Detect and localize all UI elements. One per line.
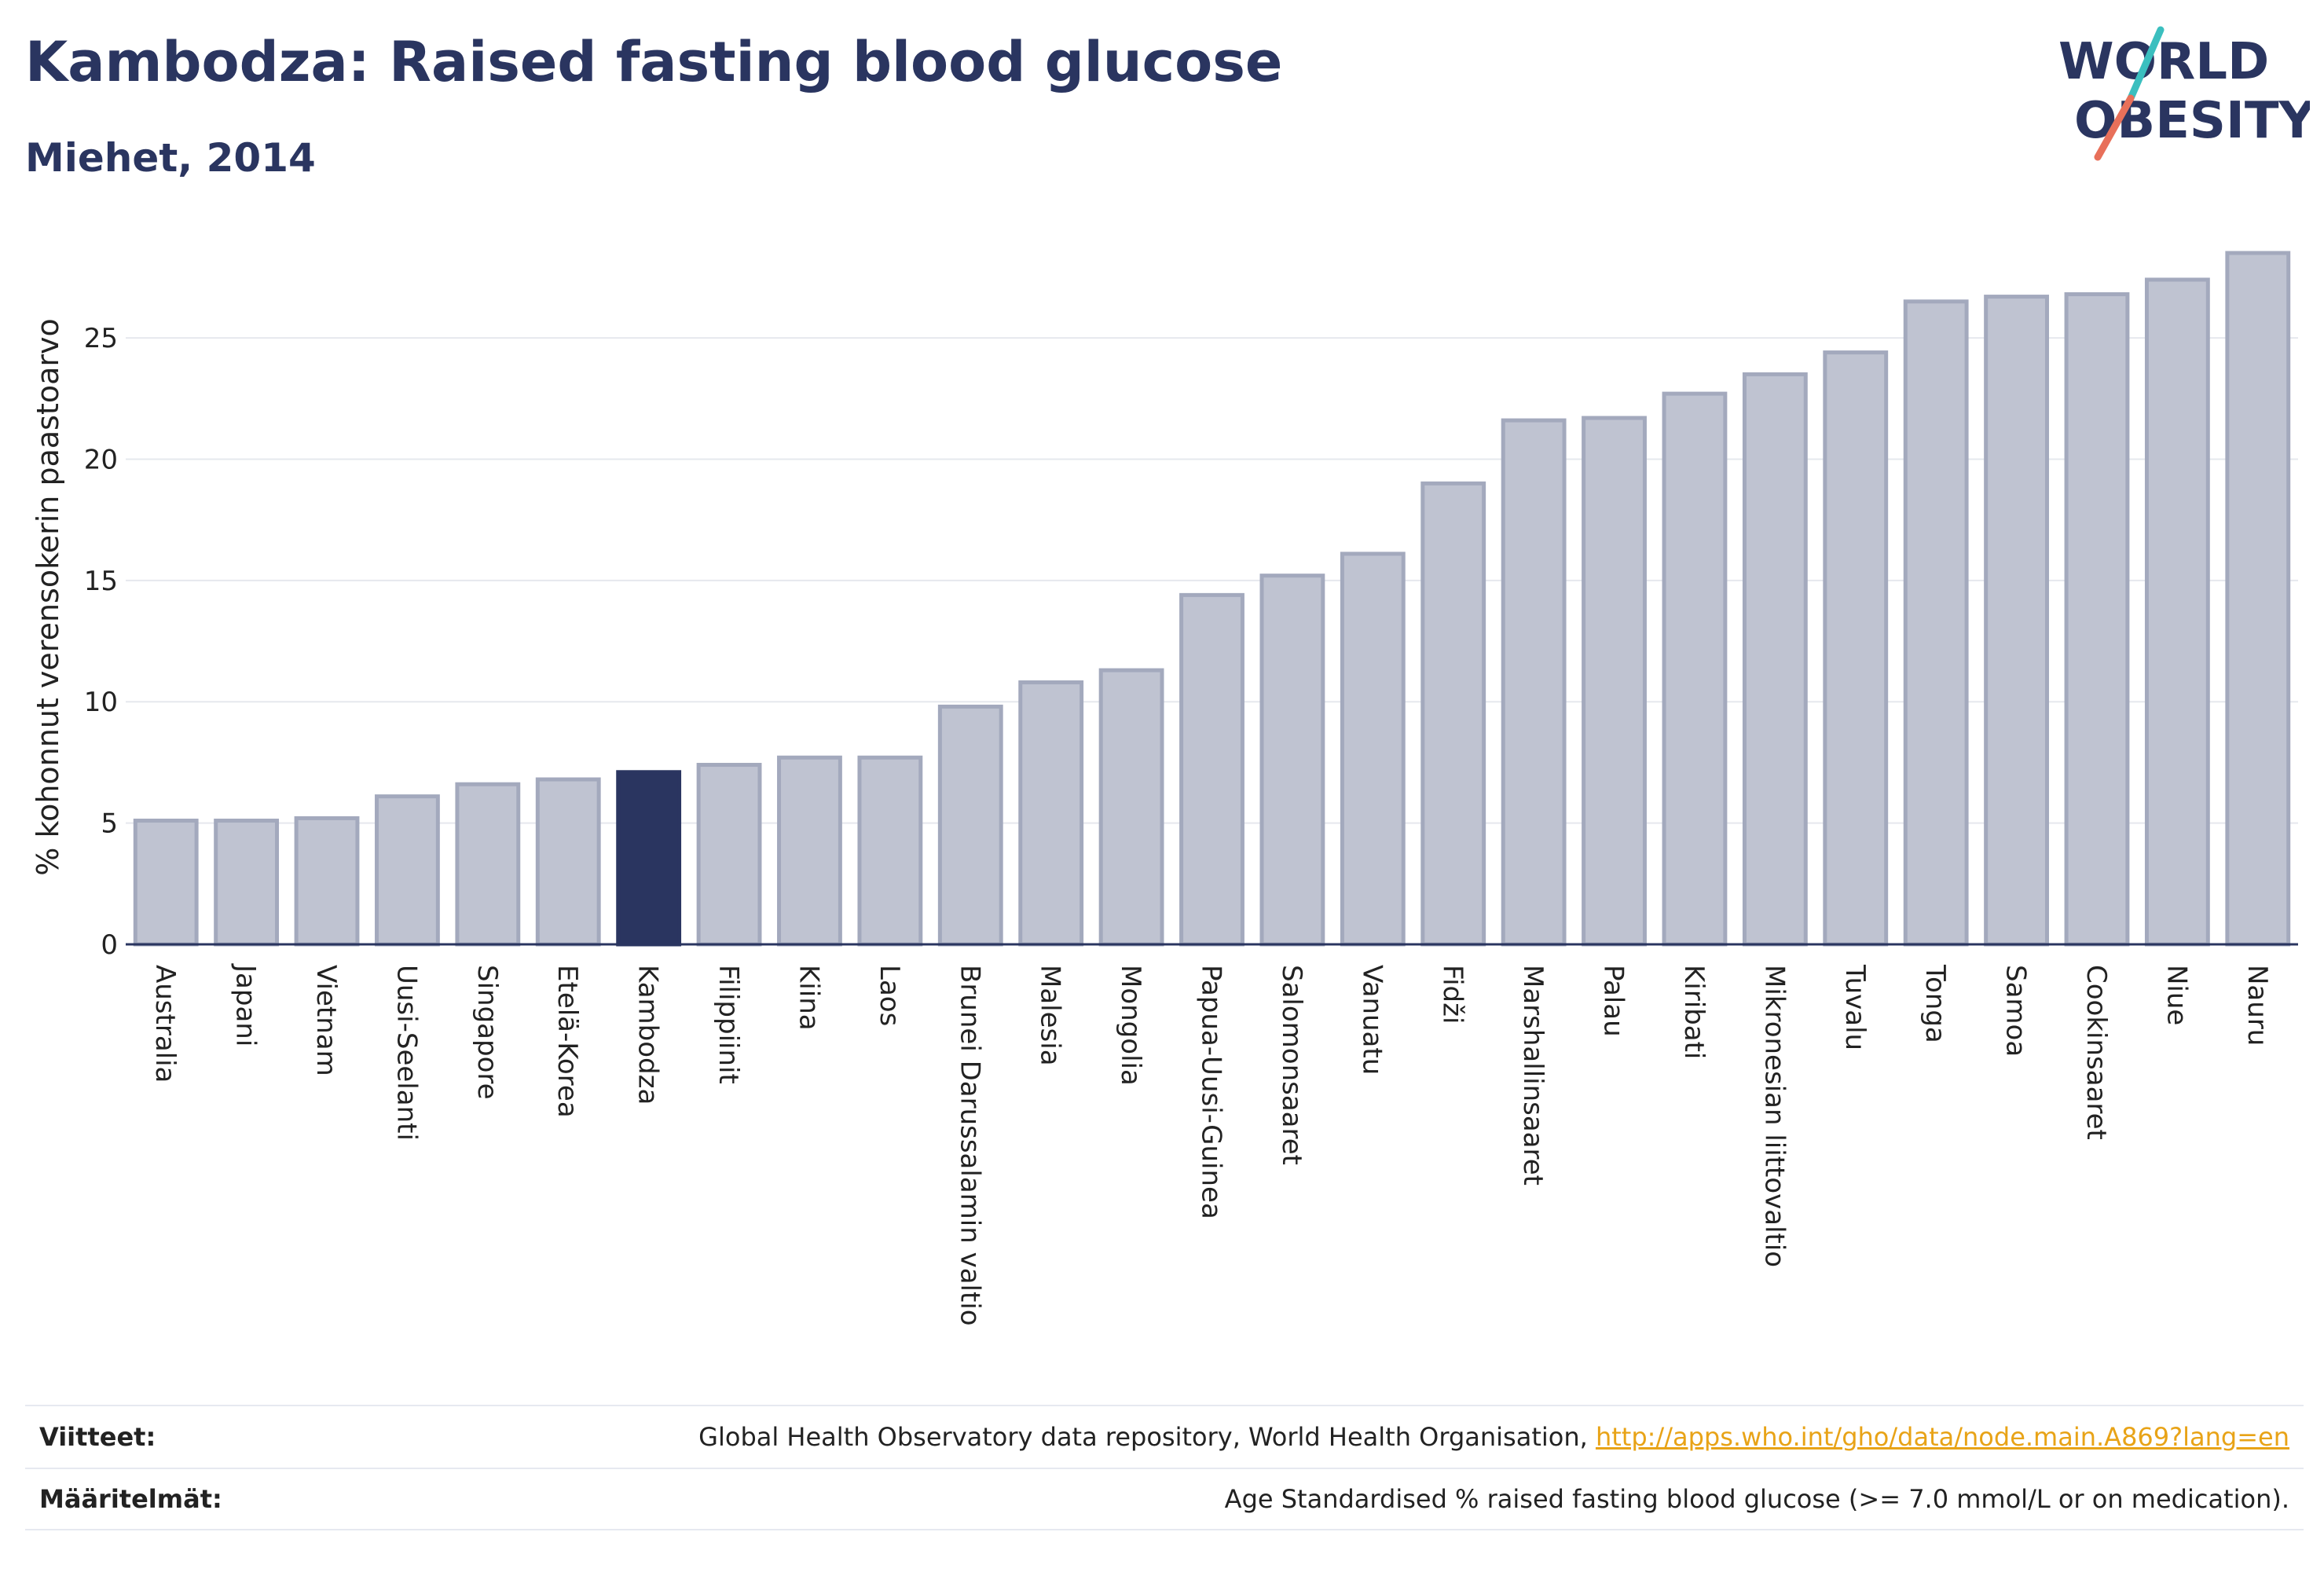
x-tick-label: Tuvalu xyxy=(1839,964,1871,1050)
bar-uusi-seelanti xyxy=(375,794,440,947)
y-tick-label: 15 xyxy=(84,566,118,597)
logo-line-2: OBESITY xyxy=(2074,92,2310,150)
x-tick-label: Vietnam xyxy=(310,965,342,1076)
x-tick-label: Filippiinit xyxy=(713,965,744,1084)
sources-label: Viitteet: xyxy=(39,1422,156,1452)
x-tick-label: Brunei Darussalamin valtio xyxy=(954,965,985,1326)
x-tick-label: Papua-Uusi-Guinea xyxy=(1196,965,1227,1219)
bar-mikronesian-liittovaltio xyxy=(1742,372,1808,947)
bar-australia xyxy=(133,819,199,947)
bar-vanuatu xyxy=(1340,552,1406,947)
x-tick-label: Mongolia xyxy=(1115,965,1146,1086)
x-tick-label: Cookinsaaret xyxy=(2080,965,2112,1140)
x-tick-label: Kiina xyxy=(793,965,824,1031)
sources-text: Global Health Observatory data repositor… xyxy=(698,1422,1596,1452)
x-tick-label: Marshallinsaaret xyxy=(1517,965,1549,1186)
bar-malesia xyxy=(1018,680,1084,947)
x-tick-label: Nauru xyxy=(2242,965,2273,1046)
bar-kiina xyxy=(777,755,842,947)
bar-chart: 0 5 10 15 20 25 Australia Japani Vietnam Uusi-Se… xyxy=(31,251,2298,1326)
bar-mongolia xyxy=(1098,668,1164,947)
bar-etel-korea xyxy=(535,777,601,947)
bar-niue xyxy=(2144,277,2210,947)
bar-fid-i xyxy=(1420,481,1486,947)
x-tick-label: Palau xyxy=(1598,965,1629,1037)
y-tick-label: 10 xyxy=(84,687,118,718)
bar-kiribati xyxy=(1662,391,1728,947)
x-tick-label: Mikronesian liittovaltio xyxy=(1758,965,1790,1267)
sources-row: Viitteet: Global Health Observatory data… xyxy=(25,1405,2304,1468)
bar-samoa xyxy=(1984,295,2049,947)
chart-title: Kambodza: Raised fasting blood glucose xyxy=(25,30,1283,94)
logo-slash-coral xyxy=(2094,94,2135,161)
bar-nauru xyxy=(2225,251,2291,947)
bar-vietnam xyxy=(294,815,360,947)
bar-brunei-darussalamin-valtio xyxy=(937,704,1003,947)
x-tick-label: Niue xyxy=(2161,965,2192,1025)
y-axis-label: % kohonnut verensokerin paastoarvo xyxy=(31,318,65,875)
bars xyxy=(133,251,2291,947)
definitions-label: Määritelmät: xyxy=(39,1484,222,1514)
x-tick-label: Singapore xyxy=(471,965,503,1100)
bar-tonga xyxy=(1903,299,1969,947)
x-axis-ticks: Australia Japani Vietnam Uusi-Seelanti Singa… xyxy=(149,963,2273,1326)
chart-subtitle: Miehet, 2014 xyxy=(25,135,316,181)
x-tick-label: Vanuatu xyxy=(1356,965,1387,1075)
world-obesity-logo: WORLD OBESITY xyxy=(2058,26,2310,161)
bar-laos xyxy=(857,755,923,947)
definitions-row: Määritelmät: Age Standardised % raised f… xyxy=(25,1468,2304,1530)
x-tick-label: Uusi-Seelanti xyxy=(390,965,422,1141)
bar-kambodza xyxy=(616,770,682,947)
x-tick-label: Malesia xyxy=(1035,965,1066,1066)
sources-value: Global Health Observatory data repositor… xyxy=(698,1422,2289,1452)
y-axis-ticks: 0 5 10 15 20 25 xyxy=(84,323,118,961)
x-tick-label: Etelä-Korea xyxy=(552,965,583,1118)
y-tick-label: 0 xyxy=(101,929,118,961)
y-tick-label: 25 xyxy=(84,323,118,354)
bar-filippiinit xyxy=(696,763,762,947)
bar-singapore xyxy=(455,782,521,947)
bar-salomonsaaret xyxy=(1259,574,1325,947)
x-tick-label: Tonga xyxy=(1919,964,1951,1043)
definitions-value: Age Standardised % raised fasting blood … xyxy=(1224,1484,2289,1514)
x-tick-label: Salomonsaaret xyxy=(1276,965,1307,1165)
x-tick-label: Samoa xyxy=(2000,965,2032,1057)
x-tick-label: Kiribati xyxy=(1678,965,1710,1059)
bar-marshallinsaaret xyxy=(1501,418,1567,947)
bar-japani xyxy=(214,819,280,947)
y-tick-label: 20 xyxy=(84,444,118,475)
y-tick-label: 5 xyxy=(101,808,118,840)
x-tick-label: Kambodza xyxy=(632,965,664,1105)
x-tick-label: Fidži xyxy=(1437,965,1468,1024)
bar-palau xyxy=(1582,416,1647,947)
bar-papua-uusi-guinea xyxy=(1179,592,1244,947)
x-tick-label: Australia xyxy=(149,965,181,1083)
bar-tuvalu xyxy=(1823,350,1889,947)
x-tick-label: Japani xyxy=(230,963,262,1046)
bar-cookinsaaret xyxy=(2064,291,2130,947)
logo-line-1: WORLD xyxy=(2058,33,2269,91)
x-tick-label: Laos xyxy=(874,965,905,1026)
logo-slash-teal xyxy=(2127,26,2165,102)
sources-link[interactable]: http://apps.who.int/gho/data/node.main.A… xyxy=(1595,1422,2289,1452)
footer: Viitteet: Global Health Observatory data… xyxy=(25,1405,2304,1530)
